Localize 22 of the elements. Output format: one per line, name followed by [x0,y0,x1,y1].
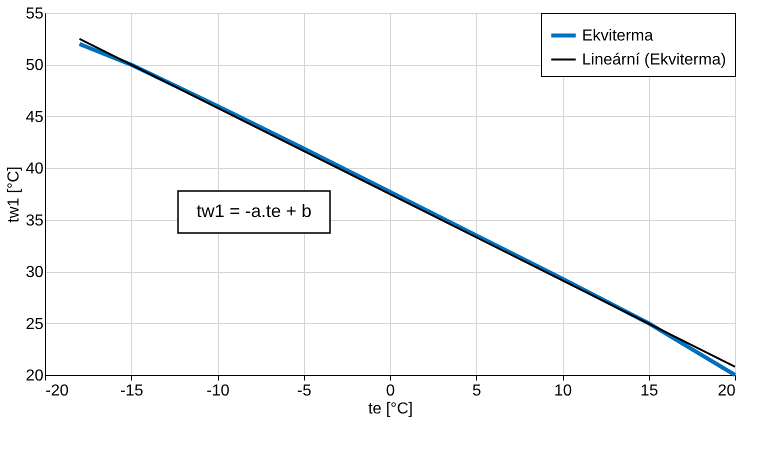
x-tick-label: 0 [386,382,396,400]
legend-label: Ekviterma [582,28,654,44]
x-tick-label: -10 [206,382,230,400]
x-axis-title: te [°C] [368,400,413,418]
y-tick-label: 35 [26,212,44,230]
y-tick-label: 55 [26,6,44,22]
x-tick-label: -5 [297,382,312,400]
x-tick-label: -20 [46,382,69,400]
y-tick-label: 50 [26,57,44,74]
x-tick-label: 15 [640,382,658,400]
y-axis-title: tw1 [°C] [6,166,23,223]
y-tick-label: 20 [26,368,44,384]
legend-label: Lineární (Ekviterma) [582,52,726,68]
x-tick-label: 5 [472,382,482,400]
y-tick-label: 40 [26,160,44,178]
y-tick-label: 30 [26,264,44,282]
y-tick-label: 25 [26,316,44,333]
x-tick-label: 20 [718,382,736,400]
annotation: tw1 = -a.te + b [196,201,312,221]
x-tick-label: -15 [120,382,144,400]
x-tick-label: 10 [554,382,572,400]
y-tick-label: 45 [26,108,44,126]
